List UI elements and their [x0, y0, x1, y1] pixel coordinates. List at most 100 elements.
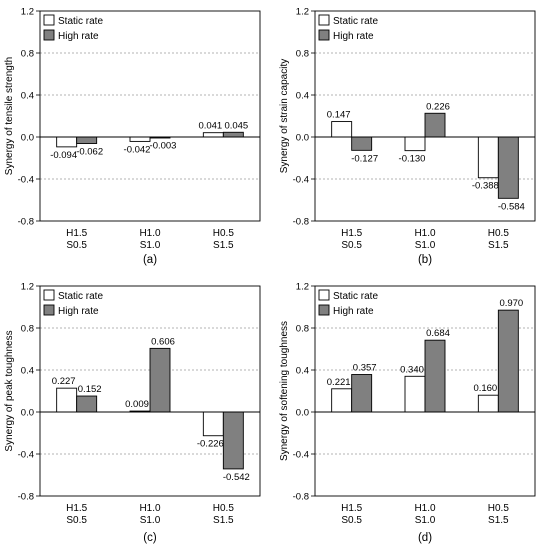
y-tick-label: 0.8: [296, 49, 309, 60]
y-tick-label: 0.0: [21, 133, 34, 144]
y-tick-label: 1.2: [21, 282, 34, 293]
legend-swatch-static-rate: [318, 289, 330, 301]
y-axis-label: Synergy of peak toughness: [4, 330, 15, 451]
x-tick-label: H1.5: [66, 228, 88, 239]
bar-high-rate: [222, 411, 244, 470]
y-tick-label: 0.0: [21, 408, 34, 419]
legend-label: High rate: [333, 306, 374, 317]
data-label: 0.227: [52, 376, 76, 387]
x-tick-label: H1.0: [139, 228, 161, 239]
y-tick-label: -0.4: [18, 175, 34, 186]
y-axis-label: Synergy of strain capacity: [279, 59, 290, 174]
legend-label: High rate: [333, 31, 374, 42]
x-tick-label: H1.0: [414, 228, 436, 239]
y-tick-label: 0.8: [21, 324, 34, 335]
data-label: 0.009: [125, 399, 149, 410]
y-tick-label: 0.4: [296, 91, 309, 102]
data-label: -0.388: [472, 181, 499, 192]
legend-label: Static rate: [333, 291, 378, 302]
x-tick-label: S0.5: [66, 240, 87, 251]
legend-swatch-high-rate: [43, 304, 55, 316]
legend-label: Static rate: [58, 16, 103, 27]
bar-static-rate: [56, 387, 78, 413]
x-tick-label: S1.5: [213, 240, 234, 251]
bar-static-rate: [56, 136, 78, 148]
x-tick-label: H1.0: [414, 503, 436, 514]
plot-frame: [39, 285, 261, 497]
data-label: 0.970: [499, 298, 523, 309]
data-label: 0.147: [327, 110, 351, 121]
panel-caption: (d): [418, 532, 432, 544]
legend-swatch-high-rate: [318, 29, 330, 41]
x-tick-label: H0.5: [488, 228, 510, 239]
panel-caption: (a): [143, 254, 157, 266]
bar-high-rate: [351, 136, 373, 151]
y-tick-label: -0.8: [18, 492, 34, 503]
x-tick-label: S1.5: [488, 515, 509, 526]
legend-label: Static rate: [58, 291, 103, 302]
y-tick-label: -0.4: [293, 175, 309, 186]
data-label: 0.340: [400, 364, 424, 375]
data-label: -0.003: [150, 140, 177, 151]
data-label: 0.221: [327, 377, 351, 388]
bar-static-rate: [404, 136, 426, 152]
bar-static-rate: [404, 375, 426, 413]
data-label: 0.226: [426, 101, 450, 112]
x-tick-label: H0.5: [213, 503, 235, 514]
x-tick-label: S1.5: [213, 515, 234, 526]
y-tick-label: 0.0: [296, 408, 309, 419]
x-tick-label: S1.0: [415, 240, 436, 251]
data-label: 0.684: [426, 328, 450, 339]
bar-high-rate: [351, 374, 373, 413]
x-tick-label: H1.5: [66, 503, 88, 514]
y-tick-label: 0.8: [21, 49, 34, 60]
legend-swatch-static-rate: [318, 14, 330, 26]
x-tick-label: S1.0: [415, 515, 436, 526]
data-label: 0.357: [353, 363, 377, 374]
y-tick-label: 0.0: [296, 133, 309, 144]
x-tick-label: S1.0: [140, 240, 161, 251]
data-label: -0.127: [351, 153, 378, 164]
y-tick-label: -0.8: [18, 217, 34, 228]
y-tick-label: 1.2: [296, 7, 309, 18]
bar-high-rate: [424, 112, 446, 138]
x-tick-label: H0.5: [488, 503, 510, 514]
panel-caption: (b): [418, 254, 432, 266]
bar-static-rate: [477, 394, 499, 413]
bar-static-rate: [477, 136, 499, 179]
y-tick-label: 1.2: [21, 7, 34, 18]
panel-caption: (c): [143, 532, 157, 544]
x-tick-label: H1.5: [341, 228, 363, 239]
y-tick-label: -0.4: [18, 450, 34, 461]
data-label: 0.041: [198, 121, 222, 132]
data-label: 0.160: [473, 383, 497, 394]
data-label: 0.606: [151, 336, 175, 347]
x-tick-label: H1.0: [139, 503, 161, 514]
bar-high-rate: [76, 395, 98, 413]
bar-high-rate: [424, 339, 446, 413]
bar-high-rate: [76, 136, 98, 144]
bar-static-rate: [129, 136, 151, 142]
y-tick-label: 0.4: [21, 91, 34, 102]
plot-frame: [314, 10, 536, 222]
data-label: -0.584: [498, 201, 525, 212]
chart-panel-2: 1.2 0.8 0.4 0.0 -0.4 -0.8 0.147 -0.127 H1.5S0.5 -…: [279, 7, 536, 266]
plot-frame: [39, 10, 261, 222]
x-tick-label: H1.5: [341, 503, 363, 514]
x-tick-label: S0.5: [341, 240, 362, 251]
y-tick-label: 0.4: [296, 366, 309, 377]
bar-high-rate: [149, 347, 171, 413]
y-axis-label: Synergy of softening toughness: [279, 321, 290, 461]
data-label: -0.094: [50, 150, 77, 161]
plot-frame: [314, 285, 536, 497]
bar-high-rate: [497, 309, 519, 413]
legend-swatch-high-rate: [43, 29, 55, 41]
y-axis-label: Synergy of tensile strength: [4, 57, 15, 175]
data-label: -0.542: [223, 472, 250, 483]
bar-static-rate: [331, 388, 353, 413]
chart-panel-1: 1.2 0.8 0.4 0.0 -0.4 -0.8 -0.094 -0.062 H1.5S0.5…: [4, 7, 261, 266]
legend-label: Static rate: [333, 16, 378, 27]
